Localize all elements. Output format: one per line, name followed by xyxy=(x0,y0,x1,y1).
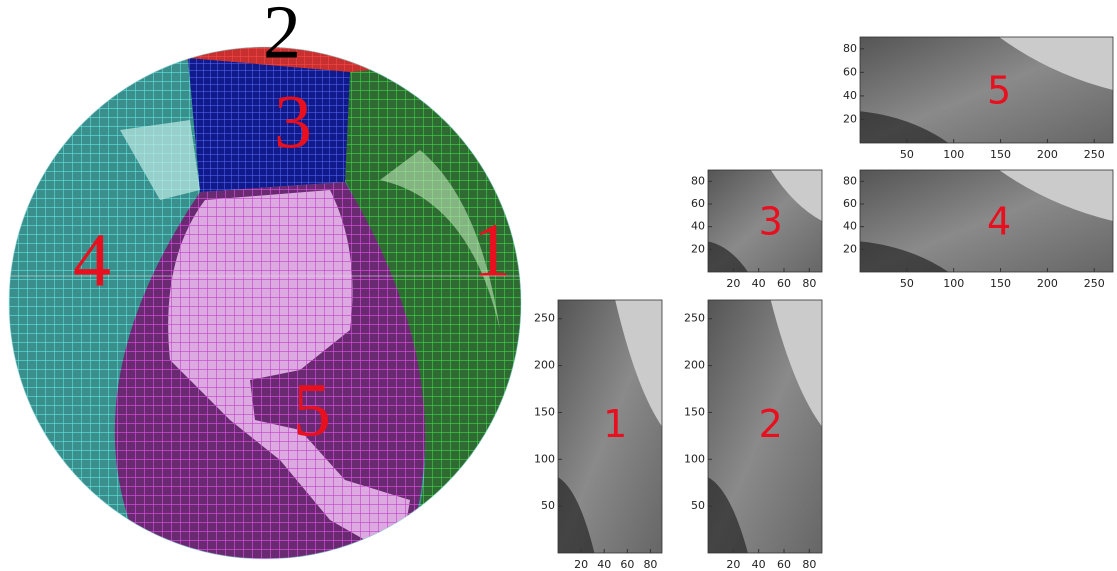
y-tick-label: 60 xyxy=(843,65,857,78)
y-tick-label: 200 xyxy=(684,359,705,372)
globe xyxy=(0,40,530,570)
x-tick-label: 250 xyxy=(1084,277,1105,290)
x-tick-label: 150 xyxy=(990,148,1011,161)
y-tick-label: 60 xyxy=(843,197,857,210)
panel: 50 100 150 200 250 20 40 60 80 5 xyxy=(843,37,1113,161)
panel-label: 3 xyxy=(759,200,783,244)
y-tick-label: 250 xyxy=(684,312,705,325)
x-tick-label: 200 xyxy=(1037,148,1058,161)
x-tick-label: 20 xyxy=(726,277,740,290)
x-tick-label: 80 xyxy=(802,277,816,290)
y-tick-label: 80 xyxy=(843,42,857,55)
x-tick-label: 80 xyxy=(802,558,816,571)
x-tick-label: 40 xyxy=(752,277,766,290)
x-tick-label: 150 xyxy=(990,277,1011,290)
y-tick-label: 50 xyxy=(541,499,555,512)
panel: 20 40 60 80 50 100 150 200 250 2 xyxy=(684,300,822,571)
y-tick-label: 40 xyxy=(843,220,857,233)
x-tick-label: 100 xyxy=(943,148,964,161)
y-tick-label: 60 xyxy=(691,197,705,210)
y-tick-label: 250 xyxy=(534,312,555,325)
x-tick-label: 40 xyxy=(597,558,611,571)
x-tick-label: 100 xyxy=(943,277,964,290)
x-tick-label: 60 xyxy=(777,277,791,290)
y-tick-label: 40 xyxy=(691,220,705,233)
x-tick-label: 60 xyxy=(777,558,791,571)
face-label: 3 xyxy=(274,80,312,164)
panel: 20 40 60 80 50 100 150 200 250 1 xyxy=(534,300,662,571)
x-tick-label: 20 xyxy=(574,558,588,571)
y-tick-label: 150 xyxy=(684,405,705,418)
y-tick-label: 100 xyxy=(534,452,555,465)
face-label: 4 xyxy=(73,218,111,302)
x-tick-label: 50 xyxy=(900,277,914,290)
x-tick-label: 60 xyxy=(620,558,634,571)
y-tick-label: 20 xyxy=(691,242,705,255)
y-tick-label: 40 xyxy=(843,89,857,102)
x-tick-label: 200 xyxy=(1037,277,1058,290)
panel: 20 40 60 80 20 40 60 80 3 xyxy=(691,170,822,290)
x-tick-label: 250 xyxy=(1084,148,1105,161)
y-tick-label: 50 xyxy=(691,499,705,512)
y-tick-label: 80 xyxy=(843,174,857,187)
panel-label: 2 xyxy=(759,402,783,446)
panel-label: 5 xyxy=(987,69,1011,113)
panel: 50 100 150 200 250 20 40 60 80 4 xyxy=(843,170,1113,290)
face-label: 5 xyxy=(293,368,331,452)
y-tick-label: 100 xyxy=(684,452,705,465)
y-tick-label: 80 xyxy=(691,174,705,187)
panel-label: 1 xyxy=(603,402,627,446)
x-tick-label: 40 xyxy=(752,558,766,571)
y-tick-label: 20 xyxy=(843,112,857,125)
x-tick-label: 80 xyxy=(643,558,657,571)
panel-label: 4 xyxy=(987,200,1011,244)
figure: 1 2 3 4 5 501001502002502040608052040608… xyxy=(0,0,1117,571)
y-tick-label: 200 xyxy=(534,359,555,372)
y-tick-label: 150 xyxy=(534,405,555,418)
x-tick-label: 20 xyxy=(726,558,740,571)
face-label: 2 xyxy=(263,0,301,74)
face-label: 1 xyxy=(473,208,511,292)
x-tick-label: 50 xyxy=(900,148,914,161)
y-tick-label: 20 xyxy=(843,242,857,255)
